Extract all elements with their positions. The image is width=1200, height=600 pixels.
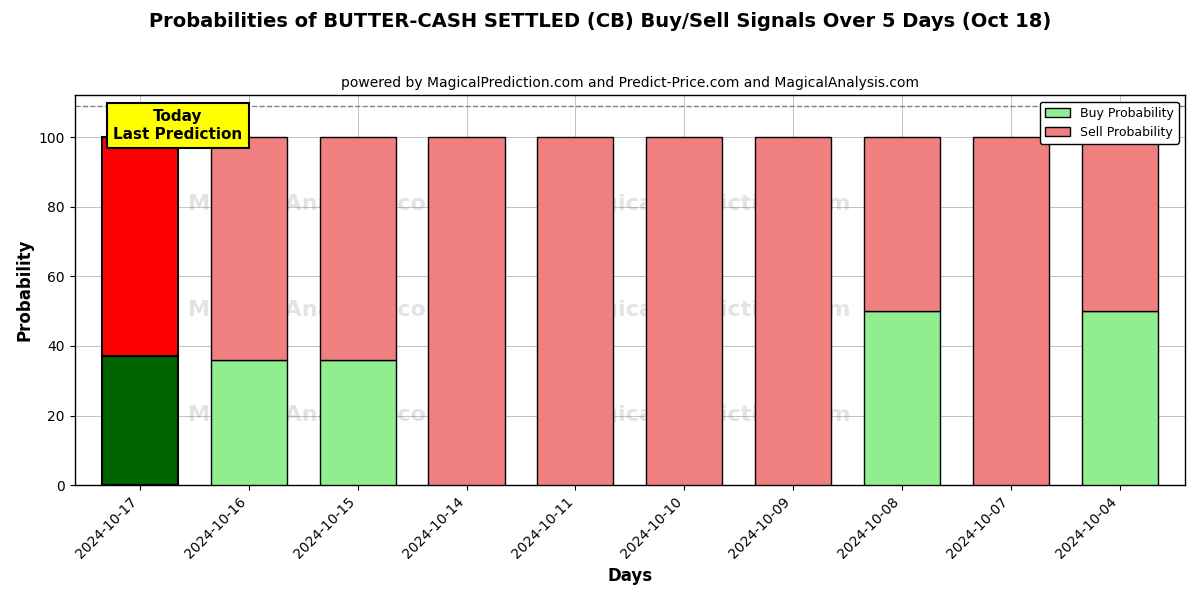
Y-axis label: Probability: Probability — [16, 239, 34, 341]
Bar — [538, 137, 613, 485]
Bar — [864, 311, 940, 485]
Text: Probabilities of BUTTER-CASH SETTLED (CB) Buy/Sell Signals Over 5 Days (Oct 18): Probabilities of BUTTER-CASH SETTLED (CB… — [149, 12, 1051, 31]
Bar — [211, 137, 287, 360]
Text: MagicalAnalysis.com: MagicalAnalysis.com — [188, 300, 450, 320]
X-axis label: Days: Days — [607, 567, 653, 585]
Bar — [102, 137, 178, 356]
Text: MagicalAnalysis.com: MagicalAnalysis.com — [188, 405, 450, 425]
Bar — [428, 137, 505, 485]
Bar — [755, 137, 832, 485]
Bar — [646, 137, 722, 485]
Bar — [1081, 311, 1158, 485]
Text: MagicalPrediction.com: MagicalPrediction.com — [565, 300, 851, 320]
Text: MagicalPrediction.com: MagicalPrediction.com — [565, 405, 851, 425]
Bar — [211, 360, 287, 485]
Text: MagicalPrediction.com: MagicalPrediction.com — [565, 194, 851, 214]
Bar — [864, 137, 940, 311]
Bar — [102, 356, 178, 485]
Text: MagicalAnalysis.com: MagicalAnalysis.com — [188, 194, 450, 214]
Bar — [319, 137, 396, 360]
Title: powered by MagicalPrediction.com and Predict-Price.com and MagicalAnalysis.com: powered by MagicalPrediction.com and Pre… — [341, 76, 919, 90]
Legend: Buy Probability, Sell Probability: Buy Probability, Sell Probability — [1040, 101, 1178, 144]
Text: Today
Last Prediction: Today Last Prediction — [114, 109, 242, 142]
Bar — [1081, 137, 1158, 311]
Bar — [973, 137, 1049, 485]
Bar — [319, 360, 396, 485]
